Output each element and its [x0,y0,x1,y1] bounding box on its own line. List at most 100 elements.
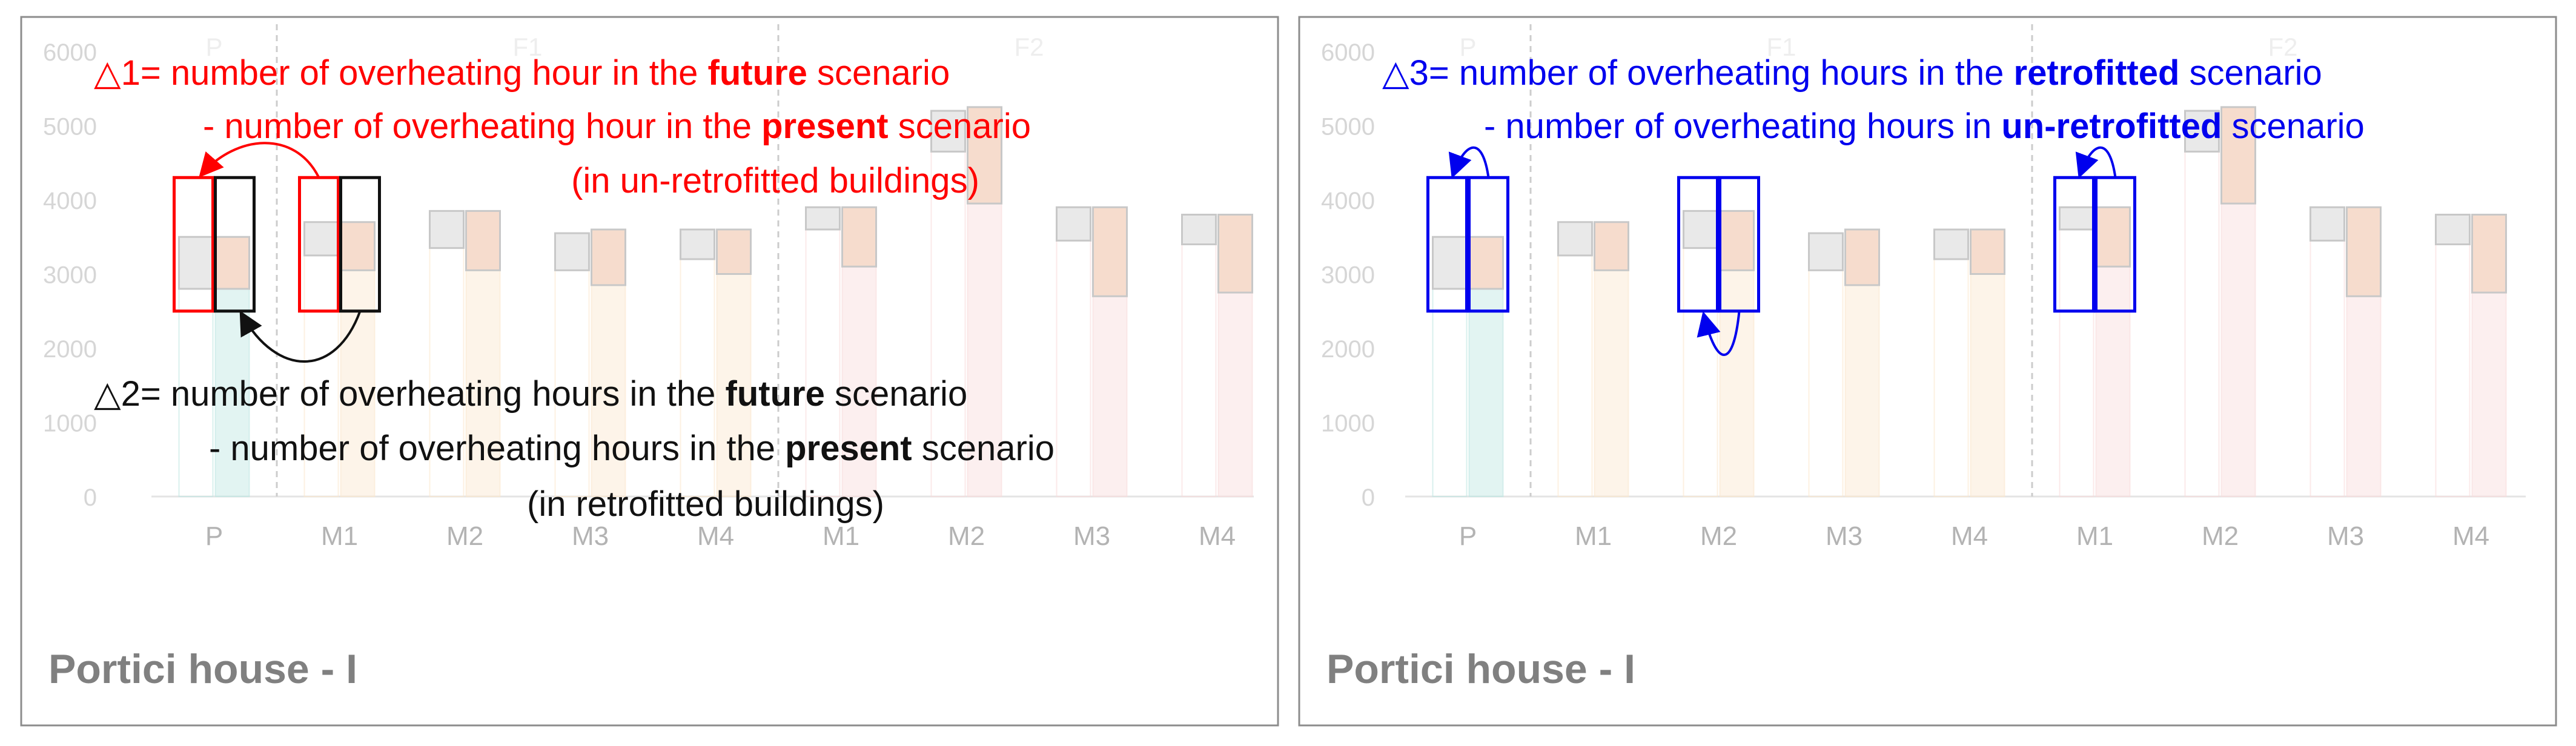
annotation-delta1-line2-part: - number of overheating hour in the [203,107,761,146]
annotation-delta2-line2-part: present [785,429,912,468]
range-box [2220,106,2256,205]
highlight-box [214,176,256,313]
bar [1594,269,1629,497]
annotation-delta1-line2-part: scenario [889,107,1031,146]
bar [2309,240,2345,497]
annotation-delta1-line1-part: △1= number of overheating hour in the [94,53,708,93]
annotation-delta2-line1-part: △2= number of overheating hours in the [94,374,726,414]
x-tick-label: M1 [2076,521,2113,551]
range-box [1844,228,1880,286]
annotation-delta1-line2-part: present [761,107,889,146]
x-tick-label: P [205,521,223,551]
bar [2184,151,2220,497]
annotation-delta2-line3: (in retrofitted buildings) [527,484,884,524]
bar [1092,295,1128,497]
panel-border [20,16,1279,727]
highlight-box [1677,176,1719,313]
range-box [2059,206,2094,231]
range-box [841,206,877,268]
range-box [214,236,250,290]
annotation-delta3-line2-part: un-retrofitted [2001,107,2222,146]
arrow-delta3 [2075,146,2117,179]
y-tick-label: 3000 [43,262,97,289]
x-tick-label: M1 [1575,521,1612,551]
x-tick-label: M3 [572,521,609,551]
range-box [465,210,501,271]
annotation-delta3-line1-part: retrofitted [2014,53,2180,93]
x-tick-label: M3 [2327,521,2364,551]
x-tick-label: M4 [697,521,734,551]
chart-panel-left: 0 1000 2000 3000 4000 5000 6000 P F1 F2 P M1 M2 M3 M4 M… [20,16,1279,727]
y-tick-label: 4000 [1321,188,1375,214]
annotation-delta3-line1-part: △3= number of overheating hours in the [1382,53,2014,93]
y-tick-label: 5000 [43,114,97,140]
group-label: F2 [1014,33,1044,61]
range-box [1719,210,1755,271]
x-tick-label: M2 [1700,521,1737,551]
bar [1683,247,1718,497]
annotation-delta1-line1: △1= number of overheating hour in the fu… [94,53,950,93]
panel-border [1298,16,2557,727]
bar [1056,240,1091,497]
bar [591,284,626,497]
annotation-delta2-line2-part: scenario [912,429,1055,468]
bar [967,203,1002,497]
annotation-delta2-line2: - number of overheating hours in the pre… [209,429,1055,468]
bar [1557,254,1593,497]
y-tick-label: 1000 [43,411,97,437]
bar [1808,269,1844,497]
x-tick-label: M3 [1073,521,1110,551]
range-box [930,110,966,153]
annotation-delta2-line1: △2= number of overheating hours in the f… [94,374,967,414]
bar [340,269,376,497]
x-tick-label: M4 [1199,521,1236,551]
y-tick-label: 6000 [1321,39,1375,66]
range-box [2346,206,2382,297]
bar [1217,292,1253,497]
highlight-box [173,176,214,313]
range-box [2095,206,2131,268]
highlight-box [2053,176,2095,313]
range-box [591,228,626,286]
range-box [2184,110,2220,153]
bar [1719,269,1755,497]
y-tick-label: 4000 [43,188,97,214]
bar [1432,288,1468,497]
x-tick-label: M4 [2452,521,2489,551]
y-tick-label: 0 [1362,484,1375,511]
x-tick-label: M2 [2202,521,2239,551]
range-box [1970,228,2005,275]
bar [2435,243,2471,497]
x-tick-label: M1 [823,521,859,551]
bar [1468,288,1504,497]
range-box [680,228,715,260]
bar [2471,292,2507,497]
range-box [716,228,752,275]
x-tick-label: M3 [1826,521,1862,551]
highlight-box [1426,176,1468,313]
panel-title: Portici house - I [1326,646,1635,692]
bar [2059,229,2094,497]
range-box [340,221,376,271]
range-box [1557,221,1593,257]
annotation-delta1-line1-part: scenario [807,53,950,93]
range-box [967,106,1002,205]
bar [2220,203,2256,497]
range-box [1594,221,1629,271]
range-box [554,232,590,271]
y-tick-label: 3000 [1321,262,1375,289]
panel-title: Portici house - I [48,646,357,692]
range-box [1092,206,1128,297]
bar [841,266,877,497]
annotation-delta2-line1-part: future [726,374,825,414]
bar [1970,273,2005,497]
range-box [805,206,841,231]
range-box [1468,236,1504,290]
annotation-delta1-line1-part: future [708,53,807,93]
group-label: F2 [2268,33,2297,61]
x-tick-label: M4 [1951,521,1988,551]
group-label: P [205,33,222,61]
x-tick-label: P [1459,521,1477,551]
range-box [1217,214,1253,294]
